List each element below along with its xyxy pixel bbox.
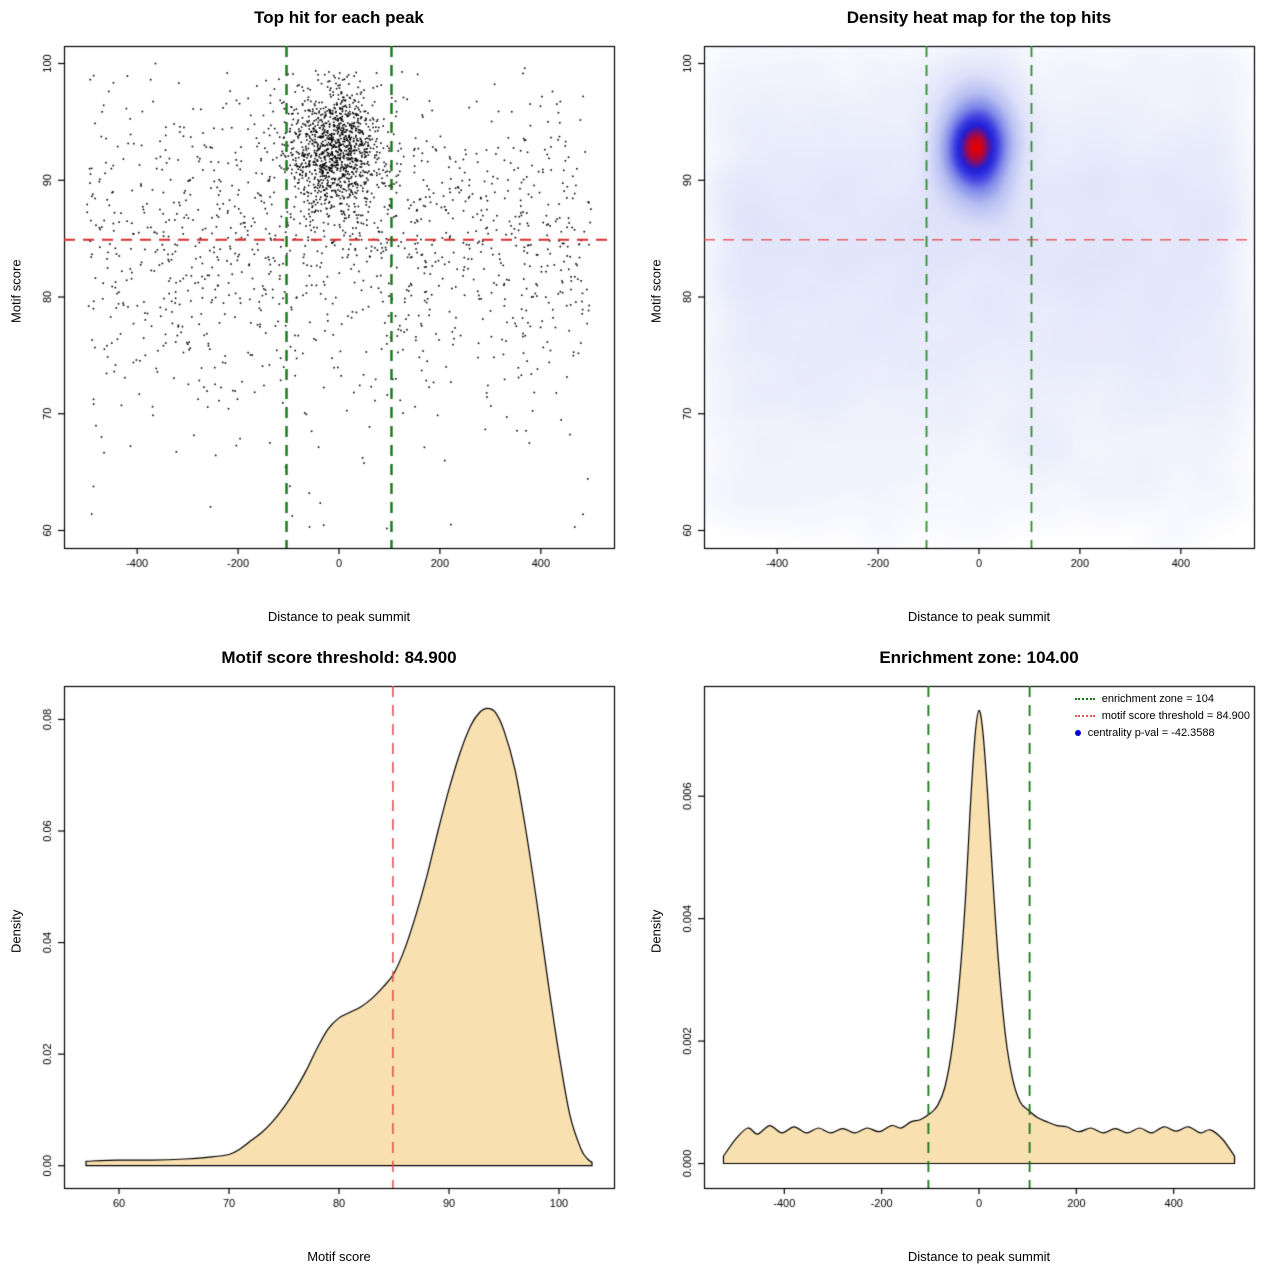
x-axis-label: Distance to peak summit [907, 1249, 1051, 1264]
scatter-plot-canvas [0, 34, 640, 594]
chart-title: Enrichment zone: 104.00 [879, 648, 1079, 667]
panel-density-heatmap: Density heat map for the top hits Motif … [640, 0, 1280, 640]
heatmap-plot-canvas [640, 34, 1280, 594]
score-density-canvas [0, 674, 640, 1234]
panel-top-hit-scatter: Top hit for each peak Motif score Distan… [0, 0, 640, 640]
chart-title: Density heat map for the top hits [846, 8, 1112, 27]
legend-label: centrality p-val = -42.3588 [1087, 727, 1215, 739]
chart-title: Motif score threshold: 84.900 [221, 648, 457, 667]
x-axis-label: Distance to peak summit [267, 609, 411, 624]
legend-entry-centrality-pval: centrality p-val = -42.3588 [1074, 726, 1250, 740]
distance-density-canvas [640, 674, 1280, 1234]
legend-entry-score-threshold: motif score threshold = 84.900 [1074, 709, 1250, 723]
blue-point-icon [1074, 730, 1081, 736]
panel-distance-density: Enrichment zone: 104.00 Density enrichme… [640, 640, 1280, 1280]
green-dotted-line-icon [1074, 698, 1095, 700]
legend-label: enrichment zone = 104 [1101, 693, 1214, 705]
chart-title: Top hit for each peak [254, 8, 424, 27]
legend-label: motif score threshold = 84.900 [1101, 710, 1250, 722]
red-dotted-line-icon [1074, 715, 1095, 717]
legend-entry-enrichment-zone: enrichment zone = 104 [1074, 692, 1250, 706]
x-axis-label: Distance to peak summit [907, 609, 1051, 624]
panel-motif-score-density: Motif score threshold: 84.900 Density Mo… [0, 640, 640, 1280]
x-axis-label: Motif score [307, 1249, 371, 1264]
plot-legend: enrichment zone = 104 motif score thresh… [1074, 692, 1250, 740]
